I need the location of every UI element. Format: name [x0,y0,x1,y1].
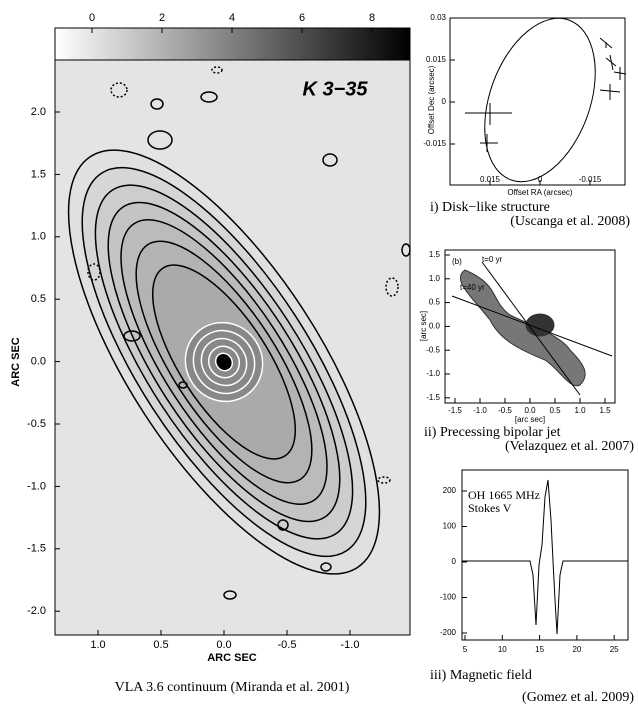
source: (Uscanga et al. 2008) [510,214,630,229]
y-tick-label: -1.0 [27,480,46,492]
y-tick-label: -1.5 [426,393,440,402]
y-tick-label: 0.015 [426,55,447,64]
x-tick-label: 10 [498,645,507,654]
x-tick-label: 0 [89,12,95,24]
y-tick-label: 1.5 [429,250,441,259]
x-tick-label: -1.0 [341,639,360,651]
y-tick-label: -0.5 [27,418,46,430]
caption: ii) Precessing bipolar jet [424,425,561,440]
legend-text: Stokes V [468,501,512,515]
x-tick-label: 0.5 [153,639,168,651]
x-tick-label: 1.0 [90,639,105,651]
source: (Gomez et al. 2009) [522,690,634,705]
x-tick-label: 1.0 [574,406,586,415]
noise-contours [87,66,411,600]
x-tick-label: 0.5 [549,406,561,415]
y-label: ARC SEC [10,337,22,387]
source: (Velazquez et al. 2007) [505,439,634,454]
y-label: [arc sec] [419,311,428,341]
x-tick-label: 0 [538,175,543,184]
y-tick-label: 0.5 [31,293,46,305]
x-tick-label: 20 [572,645,581,654]
x-tick-label: 2 [159,12,165,24]
y-tick-label: -200 [440,628,457,637]
y-tick-label: -0.015 [423,139,446,148]
x-tick-label: 1.5 [599,406,611,415]
contours [67,149,381,575]
y-tick-label: 0.5 [429,298,441,307]
x-tick-label: 15 [535,645,544,654]
x-tick-label: 6 [299,12,305,24]
x-tick-label: 25 [610,645,619,654]
x-tick-label: -0.5 [498,406,512,415]
y-tick-label: 1.0 [429,274,441,283]
x-tick-label: -0.5 [278,639,297,651]
map-title: K 3−35 [302,78,368,100]
x-tick-label: 0.015 [480,175,501,184]
y-tick-label: -100 [440,593,457,602]
y-tick-label: -1.0 [426,369,440,378]
y-tick-label: 1.5 [31,168,46,180]
x-label: Offset RA (arcsec) [507,188,573,197]
x-tick-label: -1.5 [448,406,462,415]
panel-frame [449,17,626,186]
y-tick-label: 0.03 [430,13,446,22]
x-tick-label: 8 [369,12,375,24]
colorbar [54,27,411,61]
y-tick-label: 0.0 [429,322,441,331]
panel-label: (b) [452,257,462,266]
annotation: t=40 yr [460,283,485,292]
x-tick-label: -0.015 [579,175,602,184]
y-tick-label: 0 [442,97,447,106]
y-tick-label: 100 [443,522,457,531]
y-label: Offset Dec (arcsec) [427,65,436,134]
caption: iii) Magnetic field [430,668,532,683]
data-points [465,37,627,152]
x-tick-label: 4 [229,12,235,24]
legend-text: OH 1665 MHz [468,488,540,502]
y-tick-label: 0.0 [31,356,46,368]
x-tick-label: 0.0 [216,639,231,651]
x-tick-label: -1.0 [473,406,487,415]
y-tick-label: 0 [452,557,457,566]
x-label: [arc sec] [515,415,545,424]
caption: VLA 3.6 continuum (Miranda et al. 2001) [115,680,350,695]
x-label: ARC SEC [207,652,257,664]
disk-ellipse [484,17,596,183]
y-tick-label: -1.5 [27,543,46,555]
y-tick-label: -0.5 [426,345,440,354]
x-tick-label: 5 [463,645,468,654]
caption: i) Disk−like structure [430,200,550,215]
annotation: t=0 yr [482,255,503,264]
precession-arrows [451,261,613,396]
spectrum [462,479,628,635]
x-tick-label: 0.0 [524,406,536,415]
y-tick-label: -2.0 [27,605,46,617]
y-tick-label: 2.0 [31,106,46,118]
y-tick-label: 1.0 [31,231,46,243]
y-tick-label: 200 [443,486,457,495]
